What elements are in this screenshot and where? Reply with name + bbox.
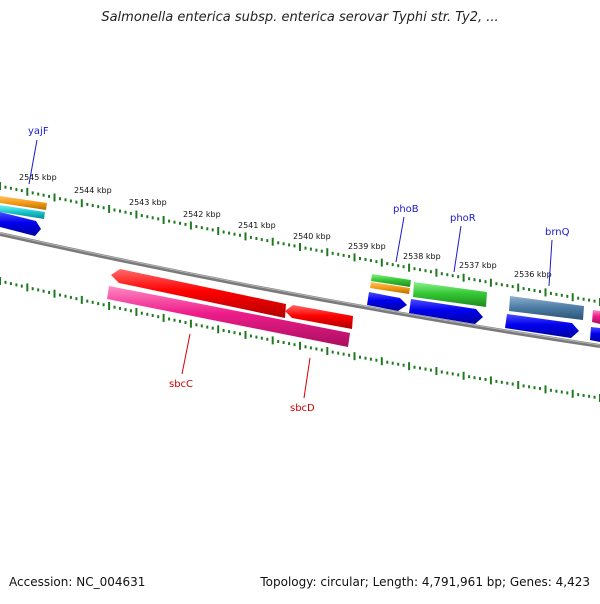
gene-blue-edge-cds[interactable]	[590, 327, 600, 342]
gene-cyan-feature[interactable]	[0, 205, 45, 219]
gene-brnQ-group[interactable]	[505, 296, 584, 338]
gene-label-phoB[interactable]: phoB	[393, 204, 419, 215]
genome-backbone-highlight	[0, 232, 600, 346]
scale-label-2539: 2539 kbp	[348, 242, 386, 251]
gene-pink-edge-feature[interactable]	[592, 310, 600, 324]
gene-phoB-cds[interactable]	[367, 292, 407, 311]
gene-brnQ-cds[interactable]	[505, 314, 579, 338]
pointer-yajF	[28, 139, 38, 185]
gene-label-sbcC[interactable]: sbcC	[169, 379, 193, 390]
gene-label-brnQ[interactable]: brnQ	[545, 227, 570, 238]
scale-label-2537: 2537 kbp	[459, 261, 497, 270]
gene-label-yajF[interactable]: yajF	[28, 126, 49, 137]
scale-label-2536: 2536 kbp	[514, 270, 552, 279]
accession-text: Accession: NC_004631	[9, 575, 146, 589]
gene-sbcD-cds[interactable]	[285, 305, 353, 329]
gene-phoR-group[interactable]	[409, 282, 487, 324]
gene-edge-group[interactable]	[590, 310, 600, 342]
genome-stats-text: Topology: circular; Length: 4,791,961 bp…	[260, 575, 590, 589]
scale-label-2541: 2541 kbp	[238, 221, 276, 230]
gene-label-phoR[interactable]: phoR	[450, 213, 476, 224]
scale-track-upper	[0, 182, 600, 306]
gene-brnQ-feature[interactable]	[509, 296, 584, 320]
scale-label-2542: 2542 kbp	[183, 210, 221, 219]
scale-label-2538: 2538 kbp	[403, 252, 441, 261]
gene-phoR-feature[interactable]	[413, 282, 487, 307]
scale-label-2543: 2543 kbp	[129, 198, 167, 207]
pointer-phoB	[395, 216, 405, 263]
gene-yajF-group[interactable]	[0, 196, 47, 236]
gene-phoB-group[interactable]	[367, 274, 411, 311]
map-title: Salmonella enterica subsp. enterica sero…	[101, 10, 499, 25]
gene-sbcC-cds[interactable]	[111, 269, 286, 318]
scale-track-lower	[0, 277, 600, 402]
pointer-phoR	[453, 225, 462, 273]
scale-label-2540: 2540 kbp	[293, 232, 331, 241]
gene-phoR-cds[interactable]	[409, 299, 483, 324]
pointer-sbcC	[181, 333, 191, 375]
gene-yajF-cds[interactable]	[0, 212, 41, 236]
gene-orange-feature-phoB[interactable]	[370, 282, 410, 294]
gene-green-feature-phoB[interactable]	[371, 274, 411, 287]
genome-backbone	[0, 232, 600, 348]
scale-label-2544: 2544 kbp	[74, 186, 112, 195]
gene-orange-feature[interactable]	[0, 196, 47, 210]
gene-label-sbcD[interactable]: sbcD	[290, 403, 315, 414]
pointer-sbcD	[303, 357, 311, 399]
gene-sbcD-group[interactable]	[285, 305, 353, 329]
scale-label-2545: 2545 kbp	[19, 173, 57, 182]
pointer-brnQ	[548, 239, 553, 287]
gene-sbcC-group[interactable]	[107, 269, 350, 347]
gene-sbcC-feature[interactable]	[107, 286, 350, 347]
